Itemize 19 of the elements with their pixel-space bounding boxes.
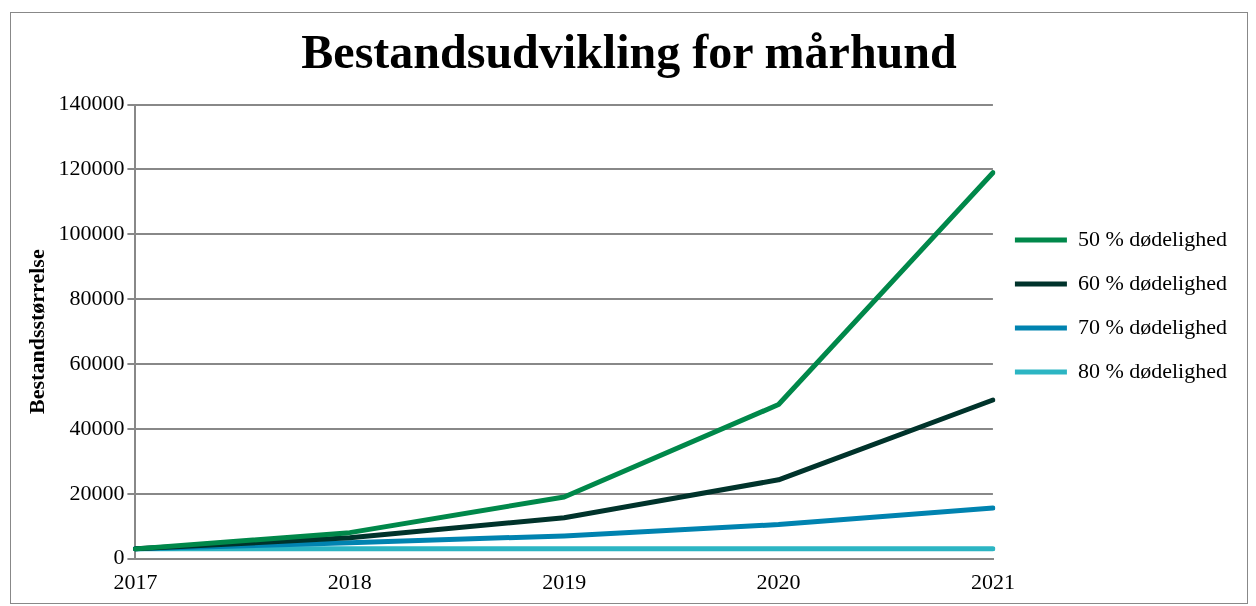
y-tick-label: 20000 xyxy=(69,479,125,505)
x-tick-label: 2019 xyxy=(542,568,587,594)
x-tick-label: 2018 xyxy=(327,568,372,594)
y-tick-label: 120000 xyxy=(58,155,125,181)
legend-label: 70 % dødelighed xyxy=(1077,313,1228,339)
y-tick-label: 40000 xyxy=(69,414,125,440)
legend-label: 80 % dødelighed xyxy=(1077,357,1228,383)
y-tick-label: 100000 xyxy=(58,220,125,246)
x-tick-label: 2020 xyxy=(756,568,801,594)
x-tick-label: 2021 xyxy=(970,568,1015,594)
legend-label: 50 % dødelighed xyxy=(1077,225,1228,251)
y-tick-label: 60000 xyxy=(69,349,125,375)
x-tick-label: 2017 xyxy=(113,568,158,594)
y-tick-label: 80000 xyxy=(69,284,125,310)
y-axis-title: Bestandsstørrelse xyxy=(23,249,49,414)
chart-title: Bestandsudvikling for mårhund xyxy=(301,25,957,79)
y-tick-label: 0 xyxy=(113,544,125,570)
legend-label: 60 % dødelighed xyxy=(1077,269,1228,295)
y-tick-label: 140000 xyxy=(58,90,125,116)
